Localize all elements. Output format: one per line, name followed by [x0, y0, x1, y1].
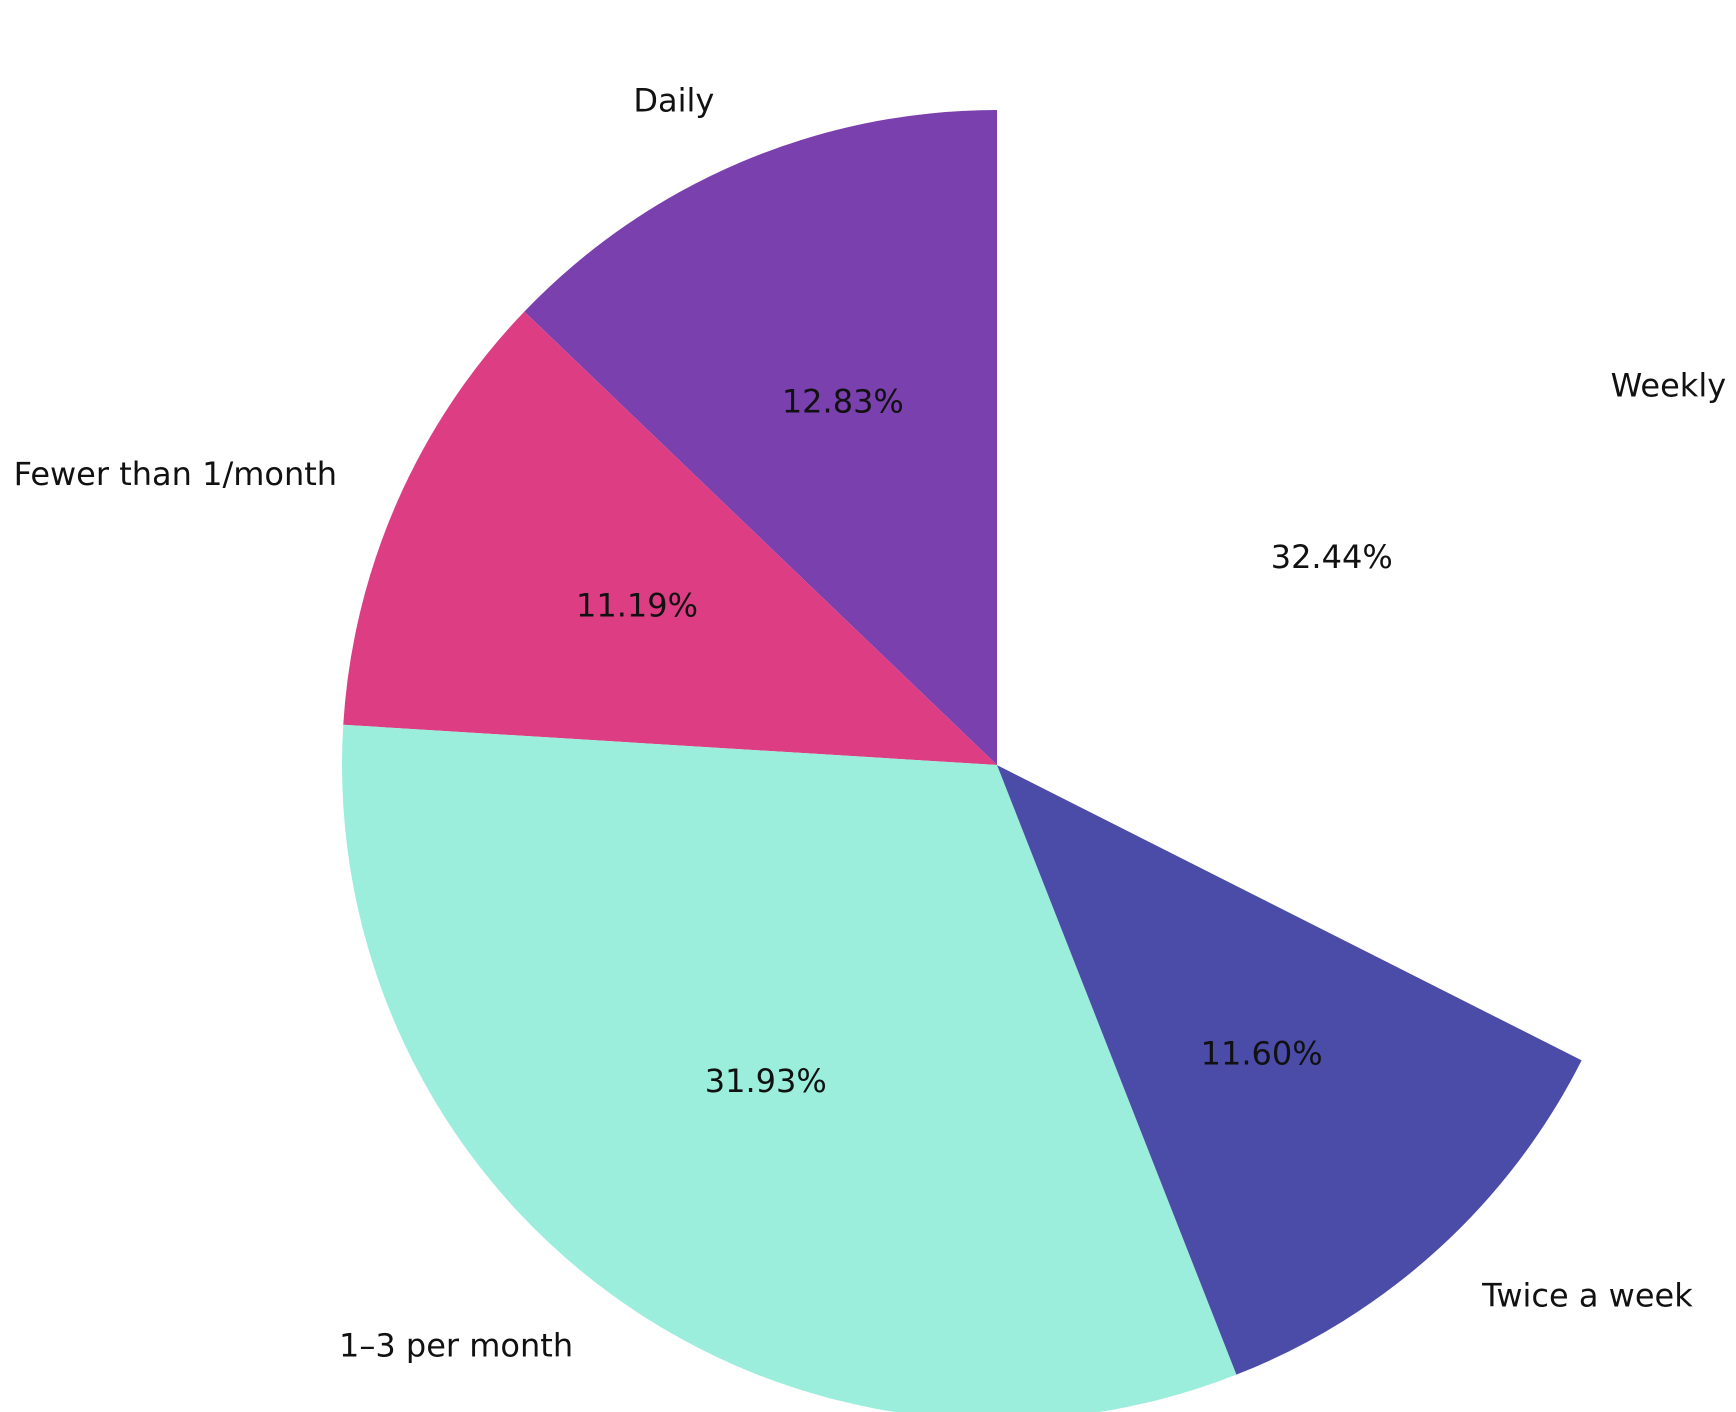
pct-label-1-3-per-month: 31.93% [705, 1062, 827, 1100]
pct-label-daily: 12.83% [782, 383, 904, 421]
pct-label-weekly: 32.44% [1271, 538, 1393, 576]
pie-slice-weekly [997, 110, 1652, 1061]
pct-label-twice-a-week: 11.60% [1201, 1035, 1323, 1073]
slice-label-1-3-per-month: 1–3 per month [339, 1327, 573, 1365]
pie-slice-daily [524, 110, 997, 765]
pie-labels: Daily 12.83% Fewer than 1/month 11.19% 1–3 p… [14, 81, 1726, 1364]
slice-label-daily: Daily [633, 81, 714, 119]
pie-slice-fewer-than-1-month [343, 311, 998, 765]
slice-label-twice-a-week: Twice a week [1481, 1277, 1693, 1315]
slice-label-weekly: Weekly [1611, 366, 1727, 404]
pie-slice-1-3-per-month [342, 724, 1237, 1412]
pct-label-fewer-than-1-month: 11.19% [576, 586, 698, 624]
slice-label-fewer-than-1-month: Fewer than 1/month [14, 455, 337, 493]
pie-slices [342, 110, 1652, 1412]
pie-slice-twice-a-week [997, 765, 1582, 1375]
